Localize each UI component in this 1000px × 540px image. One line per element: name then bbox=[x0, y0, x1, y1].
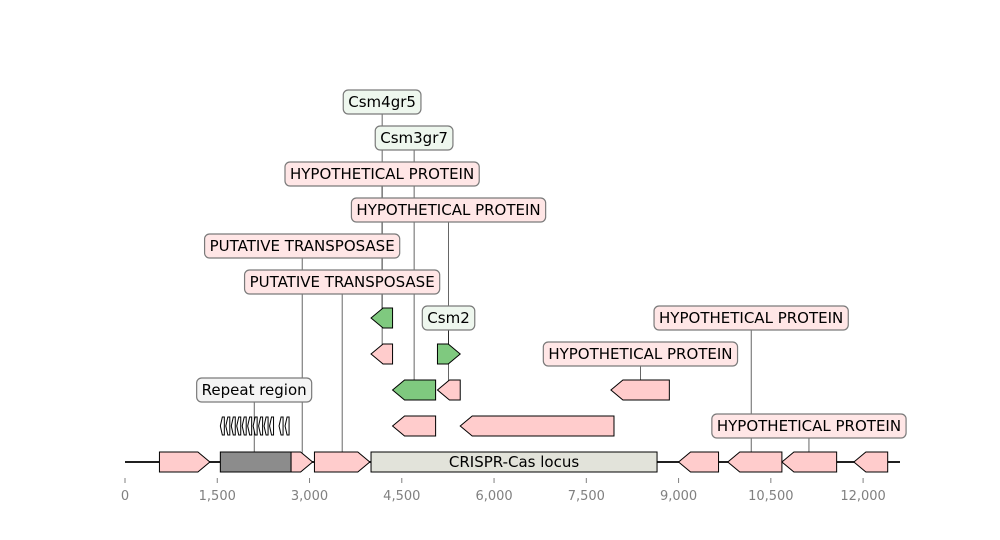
feature-label-box bbox=[203, 233, 401, 259]
feature-label[interactable]: Csm3gr7 bbox=[374, 125, 454, 151]
feature-label-text: HYPOTHETICAL PROTEIN bbox=[548, 345, 732, 363]
feature-label-text: PUTATIVE TRANSPOSASE bbox=[210, 237, 395, 255]
repeat-array-box[interactable] bbox=[219, 451, 292, 473]
feature-label-text: Csm4gr5 bbox=[348, 93, 416, 111]
gene-arrow-csm[interactable] bbox=[370, 307, 394, 329]
gene-arrow-hypothetical[interactable] bbox=[158, 451, 211, 473]
repeat-unit bbox=[247, 416, 253, 436]
feature-label-text: HYPOTHETICAL PROTEIN bbox=[659, 309, 843, 327]
gene-arrow-hypothetical[interactable] bbox=[313, 451, 371, 473]
feature-label-box bbox=[542, 341, 739, 367]
feature-label[interactable]: HYPOTHETICAL PROTEIN bbox=[542, 341, 739, 367]
locus-box[interactable] bbox=[370, 451, 658, 473]
feature-label[interactable]: Repeat region bbox=[196, 377, 313, 403]
gene-arrow-hypothetical[interactable] bbox=[436, 379, 461, 401]
position-axis: 0 1,500 3,000 4,500 6,000 7,500 9,000 10,500 12,… bbox=[121, 478, 886, 504]
repeat-unit bbox=[258, 416, 264, 436]
axis-tick-label: 3,000 bbox=[291, 489, 328, 504]
feature-label[interactable]: Csm2 bbox=[421, 305, 476, 331]
feature-label-text: Repeat region bbox=[202, 381, 307, 399]
feature-label[interactable]: HYPOTHETICAL PROTEIN bbox=[653, 305, 849, 331]
feature-label-text: HYPOTHETICAL PROTEIN bbox=[717, 417, 901, 435]
locus-label: CRISPR-Cas locus bbox=[449, 453, 579, 471]
feature-label[interactable]: Csm4gr5 bbox=[342, 89, 422, 115]
repeat-unit bbox=[269, 416, 275, 436]
axis-tick-label: 4,500 bbox=[383, 489, 420, 504]
gene-arrow-hypothetical[interactable] bbox=[290, 451, 314, 473]
feature-labels: Csm4gr5 Csm3gr7 HYPOTHETICAL PROTEIN HYPOTH… bbox=[196, 89, 907, 439]
feature-label[interactable]: HYPOTHETICAL PROTEIN bbox=[284, 161, 480, 187]
gene-arrow-hypothetical[interactable] bbox=[853, 451, 889, 473]
feature-label-box bbox=[653, 305, 849, 331]
gene-arrow-hypothetical[interactable] bbox=[726, 451, 783, 473]
axis-tick-label: 6,000 bbox=[475, 489, 512, 504]
gene-arrow-hypothetical[interactable] bbox=[370, 343, 394, 365]
feature-label[interactable]: HYPOTHETICAL PROTEIN bbox=[711, 413, 907, 439]
crispr-cas-locus[interactable]: CRISPR-Cas locus bbox=[370, 451, 658, 473]
gene-arrow-hypothetical[interactable] bbox=[677, 451, 720, 473]
repeat-unit bbox=[225, 416, 231, 436]
axis-tick-label: 0 bbox=[121, 489, 129, 504]
repeat-unit bbox=[241, 416, 247, 436]
feature-label[interactable]: HYPOTHETICAL PROTEIN bbox=[350, 197, 547, 223]
axis-tick-label: 12,000 bbox=[840, 489, 886, 504]
repeat-unit bbox=[236, 416, 242, 436]
repeat-units bbox=[219, 416, 290, 436]
axis-tick-label: 1,500 bbox=[199, 489, 236, 504]
repeat-unit bbox=[263, 416, 269, 436]
gene-arrow-csm[interactable] bbox=[436, 343, 461, 365]
feature-label[interactable]: PUTATIVE TRANSPOSASE bbox=[243, 269, 441, 295]
feature-label-box bbox=[196, 377, 313, 403]
axis-tick-label: 9,000 bbox=[660, 489, 697, 504]
gene-arrow-hypothetical[interactable] bbox=[459, 415, 615, 437]
feature-label-box bbox=[421, 305, 476, 331]
gene-arrow-csm[interactable] bbox=[391, 379, 437, 401]
feature-label-box bbox=[350, 197, 547, 223]
repeat-unit bbox=[219, 416, 225, 436]
axis-tick-label: 7,500 bbox=[568, 489, 605, 504]
repeat-unit bbox=[278, 416, 284, 436]
repeat-unit bbox=[230, 416, 236, 436]
axis-tick-label: 10,500 bbox=[748, 489, 794, 504]
gene-arrow-hypothetical[interactable] bbox=[391, 415, 437, 437]
feature-label-text: Csm3gr7 bbox=[380, 129, 448, 147]
feature-track bbox=[158, 307, 889, 473]
feature-label-box bbox=[284, 161, 480, 187]
repeat-unit bbox=[252, 416, 258, 436]
feature-label-box bbox=[342, 89, 422, 115]
feature-label-box bbox=[374, 125, 454, 151]
feature-label-box bbox=[243, 269, 441, 295]
repeat-unit bbox=[284, 416, 290, 436]
feature-label-box bbox=[711, 413, 907, 439]
gene-arrow-hypothetical[interactable] bbox=[781, 451, 838, 473]
feature-label[interactable]: PUTATIVE TRANSPOSASE bbox=[203, 233, 401, 259]
feature-label-text: PUTATIVE TRANSPOSASE bbox=[250, 273, 435, 291]
feature-label-text: HYPOTHETICAL PROTEIN bbox=[290, 165, 474, 183]
gene-arrow-hypothetical[interactable] bbox=[610, 379, 670, 401]
feature-label-text: HYPOTHETICAL PROTEIN bbox=[356, 201, 540, 219]
feature-label-text: Csm2 bbox=[427, 309, 469, 327]
